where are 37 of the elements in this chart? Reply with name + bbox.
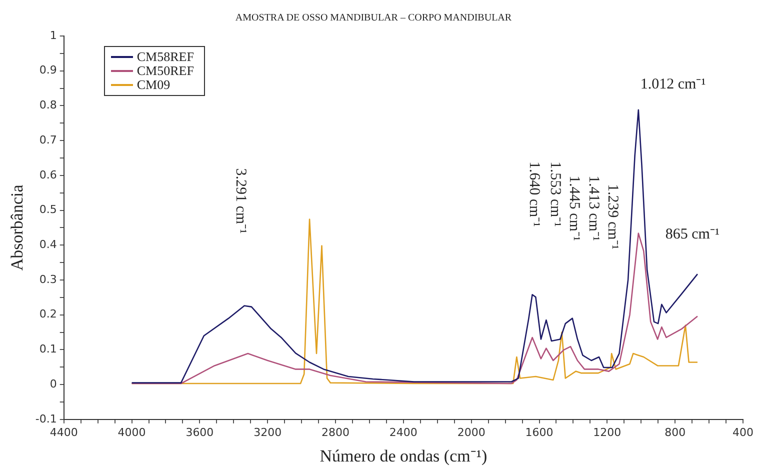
x-tick-label: 4400 — [50, 426, 78, 439]
legend-label: CM58REF — [136, 49, 194, 65]
x-tick-label: 3200 — [254, 426, 282, 439]
annotation: 3.291 cm⁻¹ — [232, 168, 248, 234]
legend-label: CM50REF — [136, 63, 194, 79]
x-tick-label: 1200 — [593, 426, 622, 439]
annotation: 865 cm⁻¹ — [665, 226, 720, 243]
x-axis-title: Número de ondas (cm⁻¹) — [320, 446, 488, 466]
y-tick-label: 0.2 — [39, 308, 57, 321]
x-tick-label: 2400 — [389, 426, 418, 439]
annotation: 1.640 cm⁻¹ — [526, 161, 542, 227]
y-tick-label: 0.7 — [39, 133, 57, 146]
y-tick-label: 0.6 — [39, 168, 57, 182]
y-tick-label: 0 — [50, 377, 57, 390]
x-tick-label: 4000 — [118, 426, 146, 439]
x-tick-label: 3600 — [186, 426, 214, 439]
y-tick-label: 0.5 — [39, 203, 57, 216]
x-tick-label: 2000 — [457, 426, 486, 439]
annotation: 1.553 cm⁻¹ — [546, 161, 563, 227]
x-tick-label: 2800 — [322, 426, 350, 439]
annotation: 1.239 cm⁻¹ — [604, 184, 620, 250]
annotation: 1.413 cm⁻¹ — [586, 176, 602, 241]
x-tick-label: 800 — [664, 426, 686, 439]
y-axis-title: Absorbância — [8, 184, 27, 271]
y-tick-label: 1 — [50, 28, 57, 42]
y-tick-label: 0.9 — [39, 64, 57, 77]
x-tick-label: 400 — [732, 426, 754, 439]
y-tick-label: 0.8 — [39, 98, 57, 112]
annotation: 1.012 cm⁻¹ — [640, 76, 706, 93]
y-tick-label: 0.1 — [39, 342, 57, 356]
y-tick-label: 0.3 — [39, 272, 57, 286]
legend-label: CM09 — [136, 77, 170, 93]
annotation: 1.445 cm⁻¹ — [566, 176, 582, 241]
y-tick-label: -0.1 — [35, 412, 57, 426]
y-tick-label: 0.4 — [39, 238, 57, 251]
chart-title: AMOSTRA DE OSSO MANDIBULAR – CORPO MANDIBULAR — [235, 12, 512, 24]
x-tick-label: 1600 — [525, 426, 554, 439]
